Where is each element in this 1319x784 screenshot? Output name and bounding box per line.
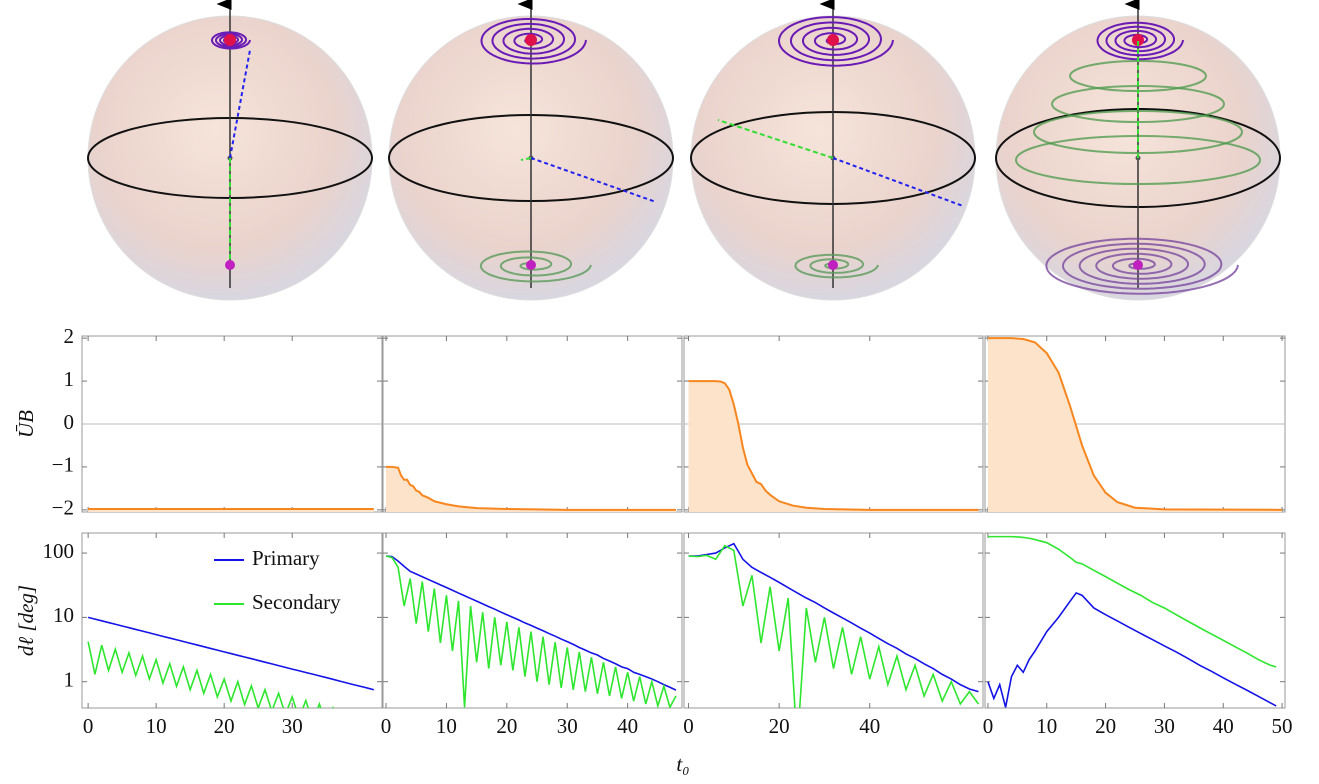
x-tick-label: 0 — [83, 714, 94, 738]
area-line — [987, 337, 1283, 511]
pole-top — [827, 34, 839, 46]
y-tick-label: 2 — [64, 324, 75, 348]
y-tick-label: 100 — [43, 539, 75, 563]
state-vector — [229, 49, 251, 159]
x-tick-label: 30 — [282, 714, 303, 738]
x-tick-label: 30 — [1154, 714, 1175, 738]
trajectory-secondary — [794, 253, 879, 279]
y-tick-label: 10 — [53, 603, 74, 627]
area-line — [386, 465, 676, 511]
pole-top — [224, 34, 236, 46]
x-tick-label: 20 — [214, 714, 235, 738]
x-tick-label: 0 — [683, 714, 694, 738]
legend-label: Secondary — [252, 590, 341, 614]
x-tick-label: 20 — [769, 714, 790, 738]
trajectory-secondary — [1045, 237, 1239, 295]
y-tick-label: 0 — [64, 410, 75, 434]
pole-bottom — [225, 260, 235, 270]
series-line — [385, 555, 677, 708]
series-line — [987, 535, 1277, 668]
area-fill — [386, 466, 676, 512]
x-tick-label: 50 — [1272, 714, 1293, 738]
x-tick-label: 10 — [146, 714, 167, 738]
x-tick-label: 0 — [983, 714, 994, 738]
pole-bottom — [526, 260, 536, 270]
y-axis-label: dℓ [deg] — [14, 585, 38, 656]
trajectory-primary — [777, 16, 894, 67]
plot-frame — [382, 532, 683, 709]
series-line — [688, 544, 980, 708]
area-fill — [688, 381, 979, 512]
x-tick-label: 30 — [557, 714, 578, 738]
series-line — [87, 616, 375, 691]
x-tick-label: 10 — [1036, 714, 1057, 738]
series-line — [385, 555, 677, 691]
x-tick-label: 40 — [859, 714, 880, 738]
legend-label: Primary — [252, 546, 320, 570]
series-line — [87, 641, 334, 708]
x-tick-label: 10 — [436, 714, 457, 738]
y-tick-label: −2 — [52, 496, 74, 520]
y-tick-label: 1 — [64, 367, 75, 391]
series-line — [688, 542, 979, 693]
bloch-spheres — [87, 0, 1281, 301]
plot-frame — [984, 532, 1286, 709]
x-tick-label: 40 — [1213, 714, 1234, 738]
series-line — [987, 591, 1277, 708]
area-line — [688, 380, 979, 511]
y-tick-label: 1 — [64, 668, 75, 692]
x-tick-label: 40 — [617, 714, 638, 738]
pole-top — [525, 34, 537, 46]
state-vector — [832, 157, 964, 207]
plot-frame — [683, 532, 984, 709]
pole-bottom — [828, 260, 838, 270]
plot-frame — [81, 532, 383, 709]
x-tick-label: 20 — [496, 714, 517, 738]
area-fill — [987, 338, 1283, 512]
x-axis-label: t₀ — [676, 752, 689, 776]
state-vector-secondary — [520, 157, 532, 161]
x-tick-label: 20 — [1095, 714, 1116, 738]
pole-bottom — [1133, 260, 1143, 270]
state-vector — [530, 157, 657, 203]
x-tick-label: 0 — [381, 714, 392, 738]
y-tick-label: −1 — [52, 453, 74, 477]
state-vector-secondary — [717, 119, 834, 159]
y-axis-label: ŪB — [14, 410, 38, 438]
trajectory-secondary — [1015, 135, 1261, 185]
pole-top — [1132, 34, 1144, 46]
trajectory-secondary — [479, 250, 592, 283]
